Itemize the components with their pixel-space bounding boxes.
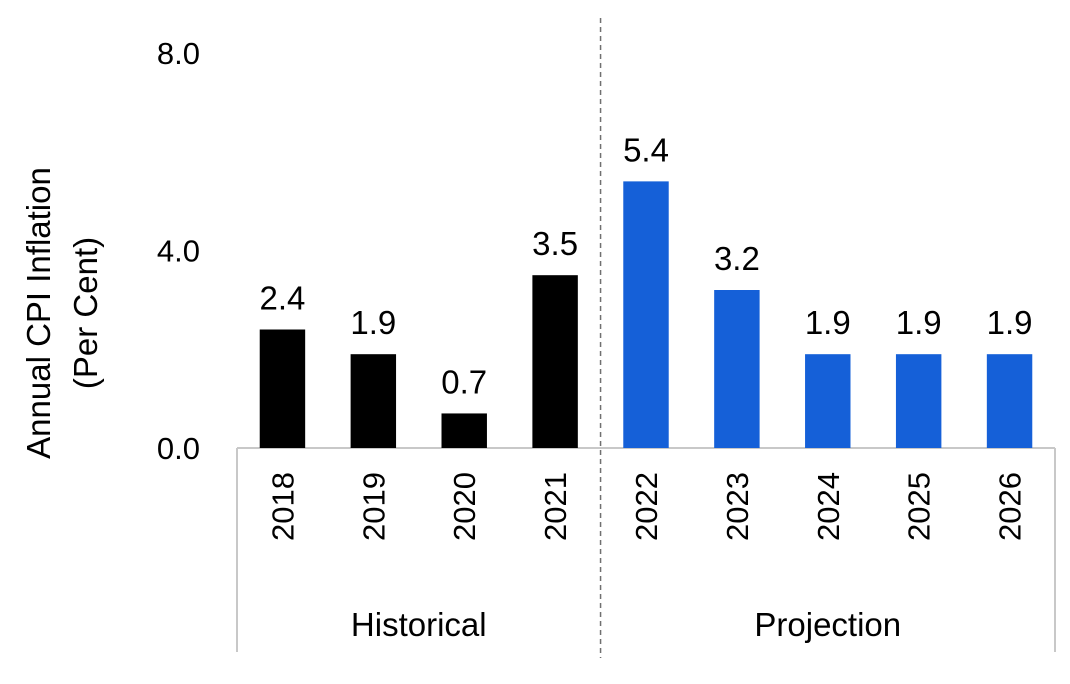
bars [259, 181, 1033, 448]
data-label: 3.5 [532, 225, 578, 262]
x-tick-label: 2022 [629, 472, 664, 541]
y-tick-label: 4.0 [157, 234, 200, 269]
data-label: 3.2 [714, 240, 760, 277]
data-label: 1.9 [896, 304, 942, 341]
bar [623, 181, 669, 448]
x-tick-label: 2019 [356, 472, 391, 541]
x-tick-label: 2024 [811, 472, 846, 541]
group-label: Historical [351, 606, 487, 643]
data-label: 1.9 [987, 304, 1033, 341]
y-axis-title-line-2: (Per Cent) [67, 237, 104, 389]
bar [259, 329, 306, 448]
y-tick-label: 0.0 [157, 431, 200, 466]
x-tick-label: 2023 [720, 472, 755, 541]
bar [441, 413, 487, 448]
data-labels: 2.4 1.9 0.7 3.5 5.4 3.2 1.9 1.9 1.9 [260, 131, 1033, 400]
x-tick-label: 2026 [993, 472, 1028, 541]
x-tick-label: 2018 [265, 472, 300, 541]
data-label: 2.4 [260, 280, 306, 317]
bar [714, 290, 760, 448]
bar [986, 354, 1033, 448]
x-tick-label: 2021 [538, 472, 573, 541]
x-tick-label: 2020 [447, 472, 482, 541]
y-axis-title-line-1: Annual CPI Inflation [20, 167, 57, 459]
category-groups: Historical Projection [351, 606, 901, 643]
bar [350, 354, 397, 448]
data-label: 0.7 [441, 363, 487, 400]
y-tick-label: 8.0 [157, 36, 200, 71]
bar [532, 275, 578, 448]
y-axis-title: Annual CPI Inflation (Per Cent) [20, 167, 104, 459]
group-label: Projection [754, 606, 901, 643]
bar [805, 354, 851, 448]
data-label: 5.4 [623, 131, 669, 168]
data-label: 1.9 [805, 304, 851, 341]
y-axis-ticks: 0.0 4.0 8.0 [157, 36, 200, 466]
data-label: 1.9 [350, 304, 396, 341]
x-axis-ticks: 2018 2019 2020 2021 2022 2023 2024 2025 2026 [265, 472, 1027, 541]
bar [895, 354, 942, 448]
x-tick-label: 2025 [902, 472, 937, 541]
